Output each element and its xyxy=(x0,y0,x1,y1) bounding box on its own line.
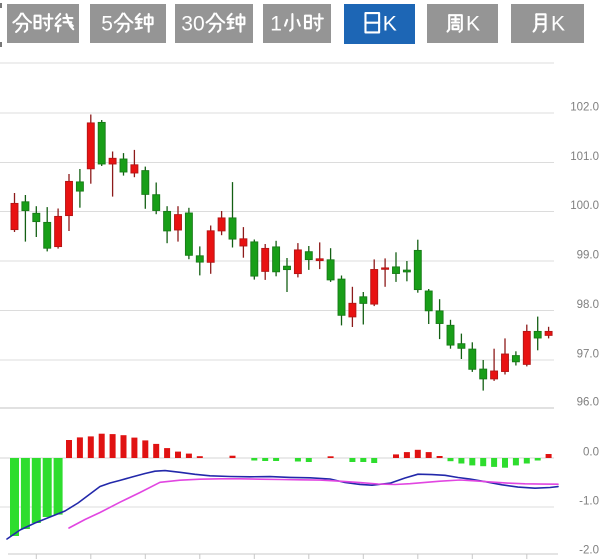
svg-text:98.0: 98.0 xyxy=(577,299,599,311)
svg-text:30: 30 xyxy=(181,13,204,36)
svg-text:102.0: 102.0 xyxy=(570,102,599,114)
svg-text:99.0: 99.0 xyxy=(577,250,599,262)
svg-text:1: 1 xyxy=(270,13,282,36)
svg-text:K: K xyxy=(383,13,397,36)
svg-text:101.0: 101.0 xyxy=(570,151,599,163)
svg-text:-2.0: -2.0 xyxy=(579,545,599,557)
svg-text:5: 5 xyxy=(101,13,113,36)
svg-text:97.0: 97.0 xyxy=(577,349,599,361)
svg-text:100.0: 100.0 xyxy=(570,200,599,212)
svg-text:0.0: 0.0 xyxy=(583,447,599,459)
svg-text:-1.0: -1.0 xyxy=(579,496,599,508)
svg-text:K: K xyxy=(551,13,565,36)
svg-text:K: K xyxy=(466,13,480,36)
svg-text:96.0: 96.0 xyxy=(577,397,599,409)
